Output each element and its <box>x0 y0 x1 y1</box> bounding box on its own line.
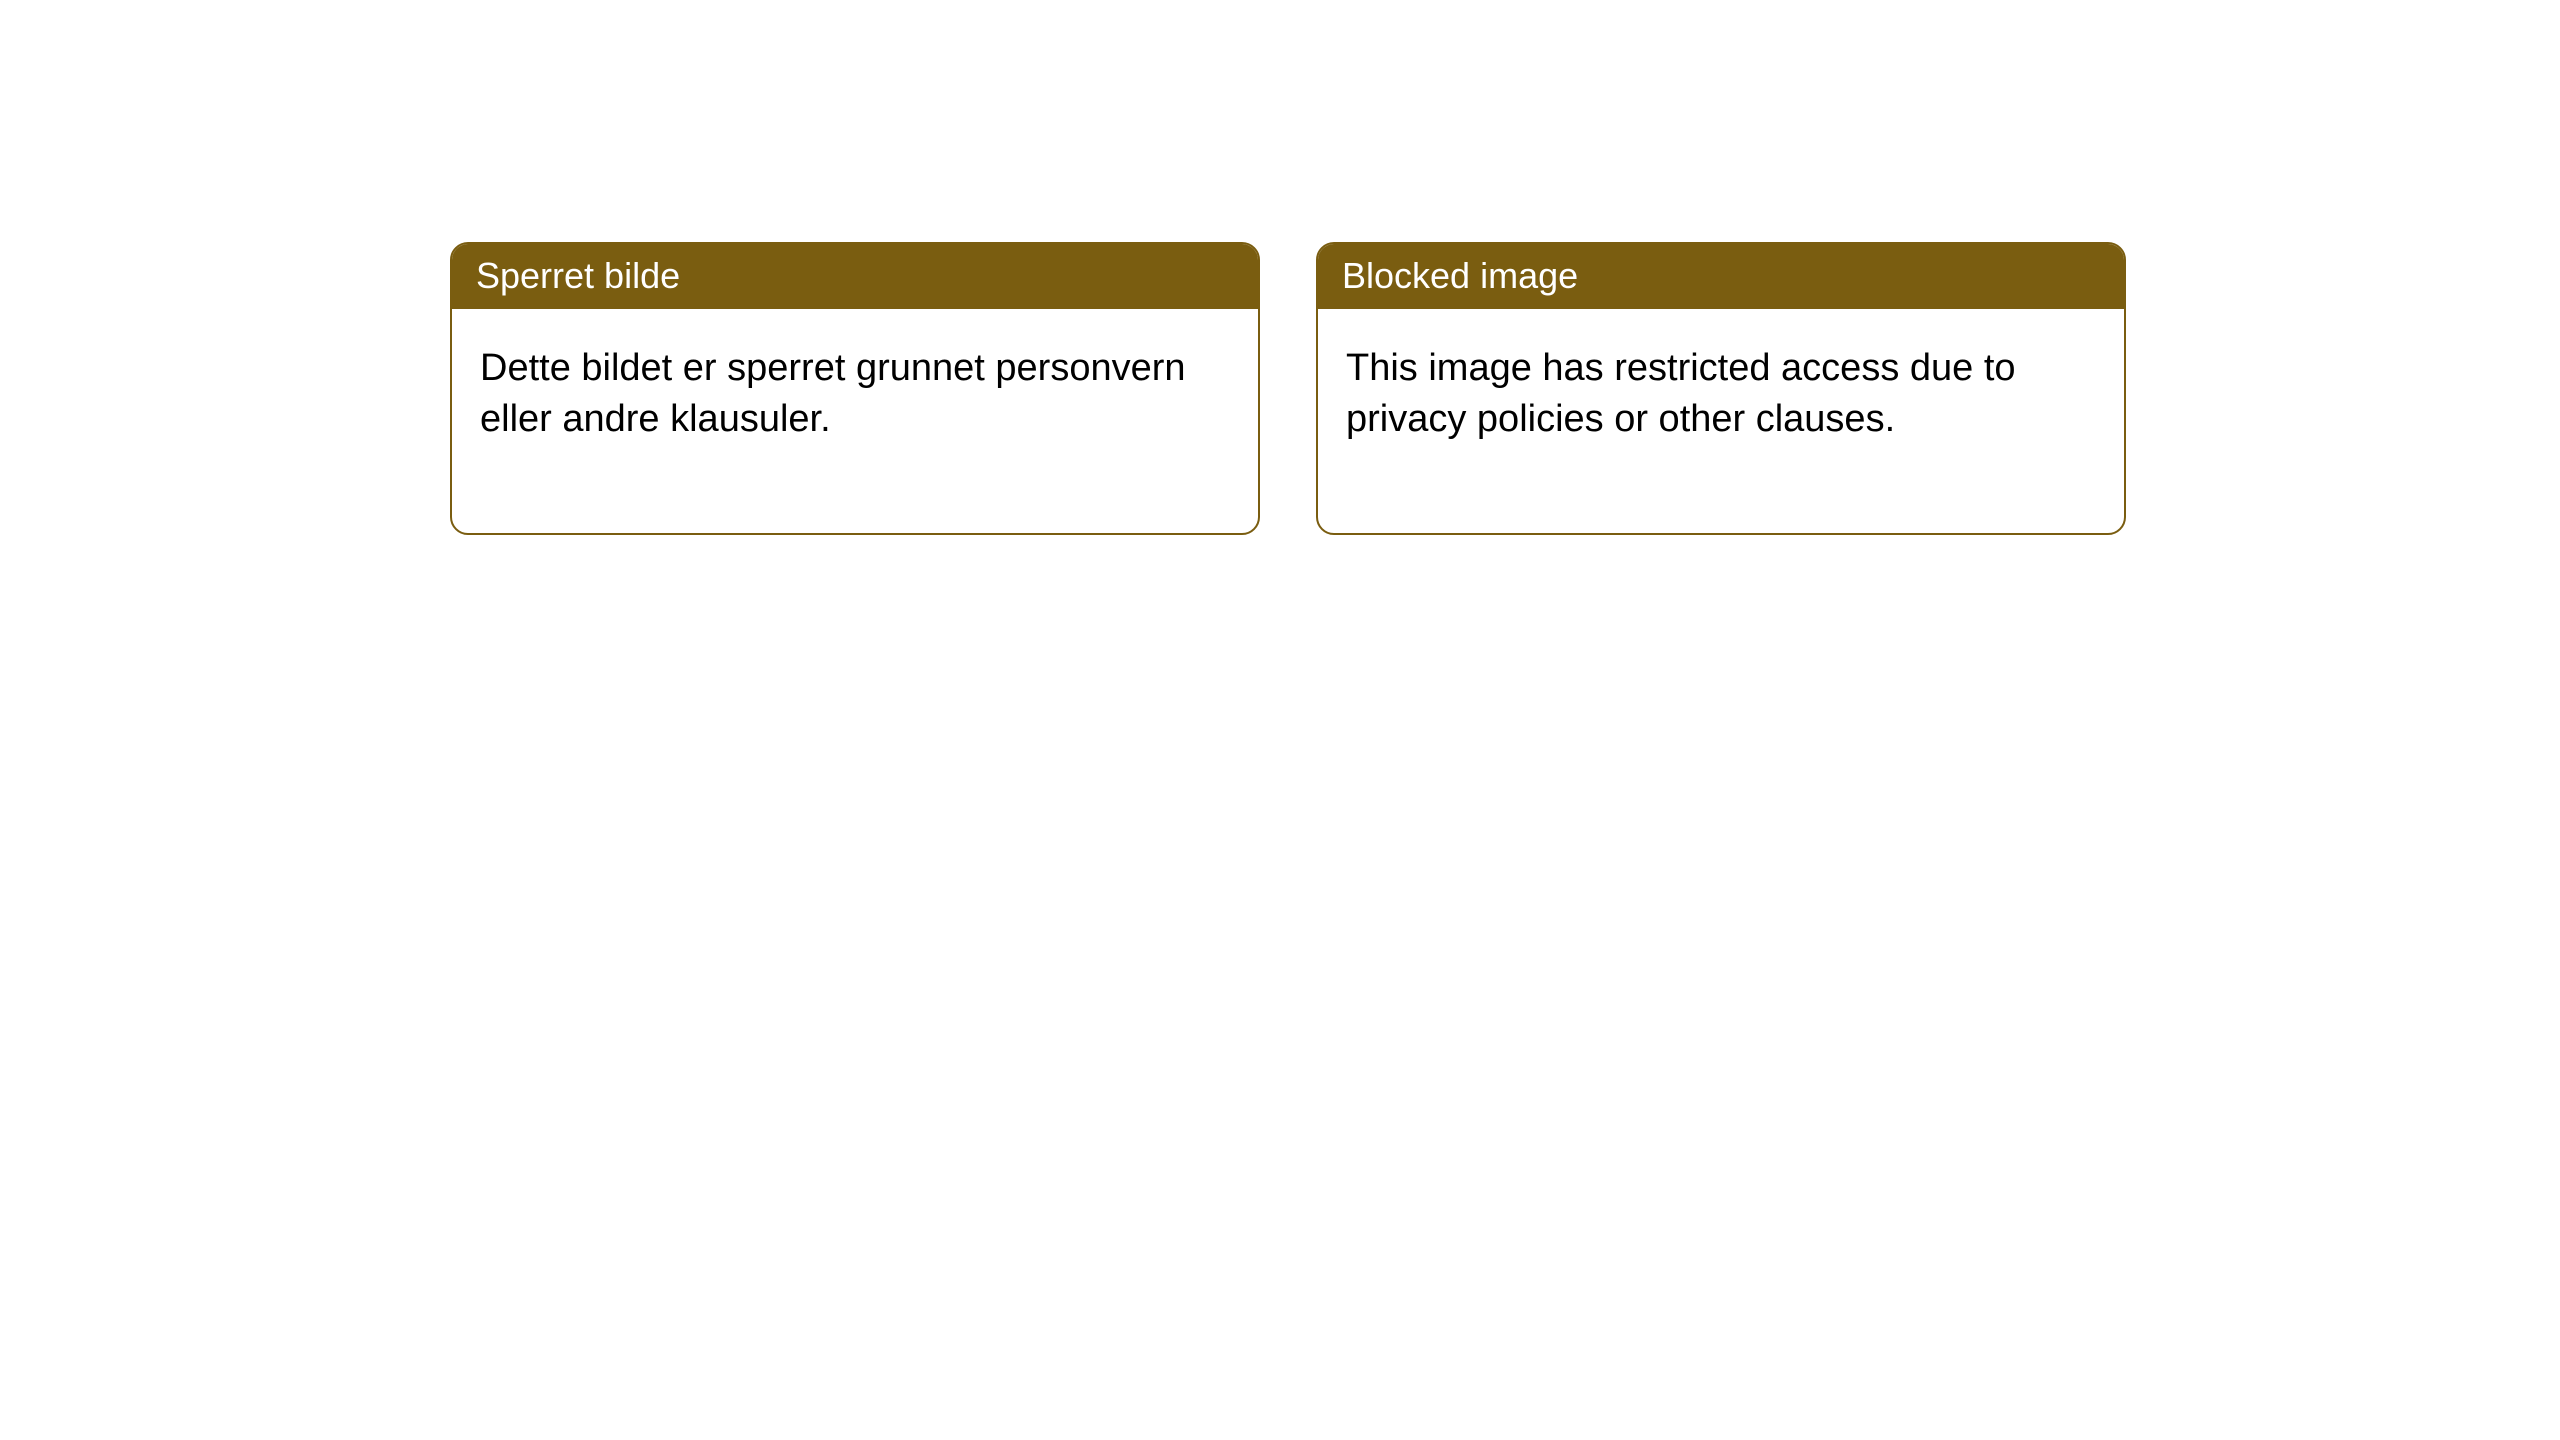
notice-container: Sperret bilde Dette bildet er sperret gr… <box>0 0 2560 535</box>
notice-card-english: Blocked image This image has restricted … <box>1316 242 2126 535</box>
notice-body-norwegian: Dette bildet er sperret grunnet personve… <box>452 309 1258 533</box>
notice-card-norwegian: Sperret bilde Dette bildet er sperret gr… <box>450 242 1260 535</box>
notice-title-norwegian: Sperret bilde <box>452 244 1258 309</box>
notice-body-english: This image has restricted access due to … <box>1318 309 2124 533</box>
notice-title-english: Blocked image <box>1318 244 2124 309</box>
